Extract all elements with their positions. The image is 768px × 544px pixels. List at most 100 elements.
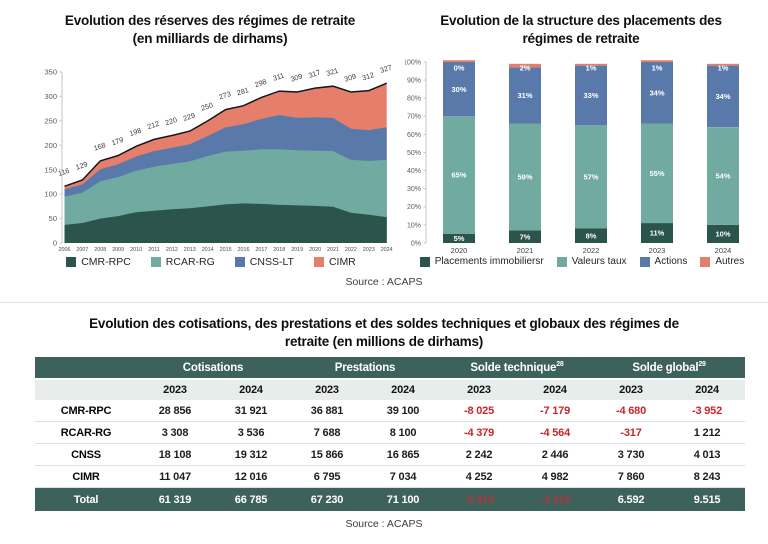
bar-segment-Actions xyxy=(575,65,607,126)
bar-segment-Actions xyxy=(509,67,541,124)
bar-segment-Placements immobiliersr xyxy=(509,230,541,243)
group-header-cell: Solde technique28 xyxy=(441,357,594,380)
legend-swatch-icon xyxy=(234,257,245,267)
y-tick-label: 0% xyxy=(411,240,421,247)
y-tick-label: 150 xyxy=(44,165,57,174)
blank-cell xyxy=(35,379,137,400)
value-cell: 15 866 xyxy=(289,443,366,466)
row-label-cell: CMR-RPC xyxy=(35,400,137,422)
bar-segment-Autres xyxy=(641,60,673,62)
value-cell: -7 179 xyxy=(517,400,594,422)
total-data-label: 198 xyxy=(128,126,142,138)
value-cell: -4 680 xyxy=(593,400,670,422)
value-cell: 28 856 xyxy=(137,400,213,422)
legend-label: Placements immobiliersr xyxy=(434,256,544,267)
y-tick-label: 70% xyxy=(407,114,421,121)
x-tick-label: 2023 xyxy=(363,247,375,253)
legend-label: CMR-RPC xyxy=(81,256,131,268)
x-tick-label: 2024 xyxy=(381,247,393,253)
year-header-row: 2023 2024 2023 2024 2023 2024 2023 2024 xyxy=(35,379,746,400)
legend-swatch-icon xyxy=(66,257,77,267)
value-cell: 71 100 xyxy=(365,487,442,511)
value-cell: 66 785 xyxy=(213,487,290,511)
y-tick-label: 60% xyxy=(407,132,421,139)
group-header-cell: Prestations xyxy=(289,357,442,380)
corner-cell xyxy=(35,357,137,380)
value-cell: 8 100 xyxy=(365,421,442,444)
x-tick-label: 2015 xyxy=(220,247,232,253)
value-cell: 12 016 xyxy=(213,465,290,488)
total-line xyxy=(64,82,387,188)
x-tick-label: 2012 xyxy=(166,247,178,253)
x-tick-label: 2021 xyxy=(327,247,339,253)
legend-swatch-icon xyxy=(150,257,161,267)
x-tick-label: 2014 xyxy=(202,247,214,253)
value-cell: 31 921 xyxy=(213,400,290,422)
legend-swatch-icon xyxy=(639,256,650,267)
section-divider xyxy=(0,302,768,303)
segment-data-label: 8% xyxy=(586,231,597,240)
segment-data-label: 1% xyxy=(586,64,597,73)
value-cell: 3 730 xyxy=(593,443,670,466)
x-tick-label: 2008 xyxy=(94,247,106,253)
bar-segment-Valeurs taux xyxy=(509,123,541,231)
y-tick-label: 10% xyxy=(407,222,421,229)
reserves-chart-title-line2: (en milliards de dirhams) xyxy=(132,31,288,46)
y-tick-label: 200 xyxy=(44,141,57,150)
x-tick-label: 2016 xyxy=(238,247,250,253)
bar-segment-Actions xyxy=(443,62,475,117)
y-tick-label: 50% xyxy=(407,150,421,157)
value-cell: -8 025 xyxy=(441,400,518,422)
value-cell: 6.592 xyxy=(593,487,670,511)
segment-data-label: 59% xyxy=(517,173,532,182)
y-tick-label: 100 xyxy=(44,190,57,199)
bar-segment-Actions xyxy=(641,62,673,124)
bar-segment-Valeurs taux xyxy=(443,116,475,234)
x-tick-label: 2023 xyxy=(649,246,666,255)
value-cell: 19 312 xyxy=(213,443,290,466)
x-tick-label: 2006 xyxy=(59,247,71,253)
table-title: Evolution des cotisations, des prestatio… xyxy=(16,315,752,351)
segment-data-label: 2% xyxy=(520,64,531,73)
segment-data-label: 55% xyxy=(649,169,664,178)
total-data-label: 129 xyxy=(75,159,89,171)
reserves-chart-title: Evolution des réserves des régimes de re… xyxy=(28,12,392,48)
value-cell: 18 108 xyxy=(137,443,213,466)
y-tick-label: 350 xyxy=(44,68,57,77)
y-tick-label: 50 xyxy=(49,214,57,223)
footnote-ref: 28 xyxy=(556,361,564,369)
value-cell: -4 315 xyxy=(517,487,594,511)
value-cell: 3 308 xyxy=(137,421,213,444)
charts-source-label: Source : ACAPS xyxy=(345,276,423,288)
total-data-label: 273 xyxy=(218,89,232,101)
value-cell: 1 212 xyxy=(669,421,746,444)
value-cell: 4 252 xyxy=(441,465,518,488)
legend-label: RCAR-RG xyxy=(165,256,215,268)
value-cell: 6 795 xyxy=(289,465,366,488)
legend-label: Autres xyxy=(715,256,745,267)
value-cell: 67 230 xyxy=(289,487,366,511)
bar-segment-Autres xyxy=(509,63,541,68)
segment-data-label: 31% xyxy=(517,91,532,100)
x-tick-label: 2022 xyxy=(583,246,600,255)
bar-segment-Valeurs taux xyxy=(641,123,673,223)
year-header-cell: 2023 xyxy=(441,379,518,400)
total-data-label: 327 xyxy=(379,63,393,75)
legend-swatch-icon xyxy=(700,256,711,267)
legend-swatch-icon xyxy=(313,257,324,267)
value-cell: -3 952 xyxy=(669,400,746,422)
total-data-label: 179 xyxy=(110,135,124,147)
total-data-label: 312 xyxy=(361,70,375,82)
y-tick-label: 40% xyxy=(407,168,421,175)
y-tick-label: 100% xyxy=(405,59,421,66)
segment-data-label: 57% xyxy=(583,173,598,182)
value-cell: 2 242 xyxy=(441,443,518,466)
value-cell: 9.515 xyxy=(669,487,746,511)
x-tick-label: 2022 xyxy=(345,247,357,253)
bar-segment-Placements immobiliersr xyxy=(641,223,673,243)
legend-label: Actions xyxy=(654,256,688,267)
legend-item: Actions xyxy=(639,256,688,267)
year-header-cell: 2024 xyxy=(517,379,594,400)
segment-data-label: 5% xyxy=(454,234,465,243)
x-tick-label: 2020 xyxy=(309,247,321,253)
